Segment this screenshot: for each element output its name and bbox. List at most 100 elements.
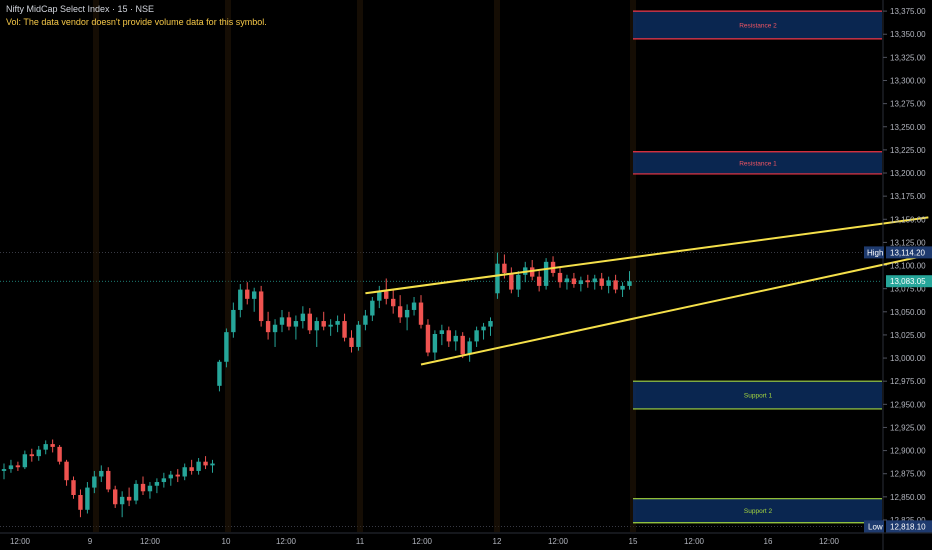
candle-body (391, 298, 396, 307)
zone-label: Support 1 (744, 393, 773, 400)
candle-body (252, 291, 257, 299)
candle-body (404, 309, 410, 318)
candle-body (502, 263, 507, 273)
candle-body (613, 280, 618, 290)
price-tick-label: 12,950.00 (890, 400, 926, 409)
candle-body (363, 315, 368, 325)
candle-body (29, 454, 34, 457)
candle-body (377, 291, 382, 301)
candle-body (543, 261, 549, 286)
price-tick-label: 13,325.00 (890, 53, 926, 62)
candle-body (481, 326, 486, 331)
candle-body (99, 470, 104, 477)
candle-body (592, 278, 597, 283)
price-tick-label: 13,175.00 (890, 192, 926, 201)
price-tick-label: 13,150.00 (890, 215, 926, 224)
price-tick-label: 13,250.00 (890, 123, 926, 132)
price-tick-label: 12,925.00 (890, 423, 926, 432)
price-tick-label: 13,200.00 (890, 169, 926, 178)
time-label: 12:00 (140, 537, 161, 546)
candle-body (64, 461, 69, 481)
low-label: Low (868, 522, 883, 531)
candle-body (321, 321, 326, 327)
candle-body (85, 487, 90, 510)
candle-body (265, 321, 271, 333)
high-value: 13,114.20 (890, 248, 926, 257)
candle-body (189, 467, 194, 471)
candle-body (272, 324, 278, 333)
low-value: 12,818.10 (890, 522, 926, 531)
candle-body (411, 302, 417, 310)
candle-body (620, 285, 625, 290)
candle-body (106, 470, 111, 490)
price-tick-label: 12,975.00 (890, 377, 926, 386)
zones: Resistance 2 Resistance 1 Support 1 Support… (633, 10, 882, 524)
wedge-trendline (365, 216, 929, 295)
session-marker (357, 0, 363, 532)
low-tag (864, 520, 884, 533)
wedge-trendline (420, 253, 932, 366)
day-label: 12 (493, 537, 502, 546)
candle-body (147, 485, 153, 492)
candle-body (92, 476, 97, 488)
zone-resistance (633, 151, 882, 174)
candle-body (335, 321, 340, 325)
zone-label: Resistance 1 (739, 160, 777, 167)
candle-body (536, 276, 542, 286)
trendlines (365, 216, 932, 366)
price-tick-label: 13,225.00 (890, 146, 926, 155)
session-marker (93, 0, 99, 532)
high-tag (864, 246, 884, 259)
candle-body (1, 469, 7, 471)
candle-body (606, 280, 611, 286)
candle-body (140, 483, 146, 492)
last-price: 13,083.05 (890, 277, 926, 286)
high-label: High (867, 248, 883, 257)
candle-body (43, 444, 48, 450)
candle-body (446, 330, 451, 342)
price-tick-label: 12,900.00 (890, 447, 926, 456)
candle-body (314, 321, 319, 331)
candle-body (418, 302, 424, 325)
candle-body (495, 263, 500, 294)
candle-body (300, 313, 306, 322)
price-tick-label: 13,025.00 (890, 331, 926, 340)
time-label: 12:00 (10, 537, 31, 546)
candle-body (571, 278, 577, 285)
price-tick-label: 13,275.00 (890, 100, 926, 109)
candle-body (217, 361, 222, 386)
candle-body (557, 272, 563, 283)
candle-body (245, 289, 250, 299)
price-tick-label: 13,000.00 (890, 354, 926, 363)
price-tick-label: 13,075.00 (890, 285, 926, 294)
candle-body (258, 291, 264, 322)
candle-body (119, 496, 125, 505)
candle-body (530, 267, 535, 277)
candle-body (585, 280, 590, 283)
day-label: 10 (222, 537, 231, 546)
candle-body (182, 467, 187, 477)
candles (1, 252, 632, 518)
candle-body (488, 321, 493, 327)
candle-body (453, 335, 458, 342)
candle-body (231, 309, 236, 333)
candle-body (349, 337, 354, 347)
volume-note: Vol: The data vendor doesn't provide vol… (6, 17, 267, 27)
candle-body (397, 306, 403, 318)
candle-body (356, 324, 361, 347)
candle-body (36, 449, 41, 457)
price-tick-label: 13,350.00 (890, 30, 926, 39)
day-label: 9 (88, 537, 93, 546)
session-marker (225, 0, 231, 532)
candle-body (71, 480, 76, 495)
time-label: 12:00 (412, 537, 433, 546)
candle-body (474, 330, 479, 342)
last-price-tag (886, 275, 932, 288)
candle-body (203, 461, 208, 466)
candle-body (175, 474, 180, 477)
high-value-tag (886, 246, 932, 259)
candle-body (8, 465, 14, 470)
candle-body (432, 334, 438, 353)
time-label: 12:00 (276, 537, 297, 546)
